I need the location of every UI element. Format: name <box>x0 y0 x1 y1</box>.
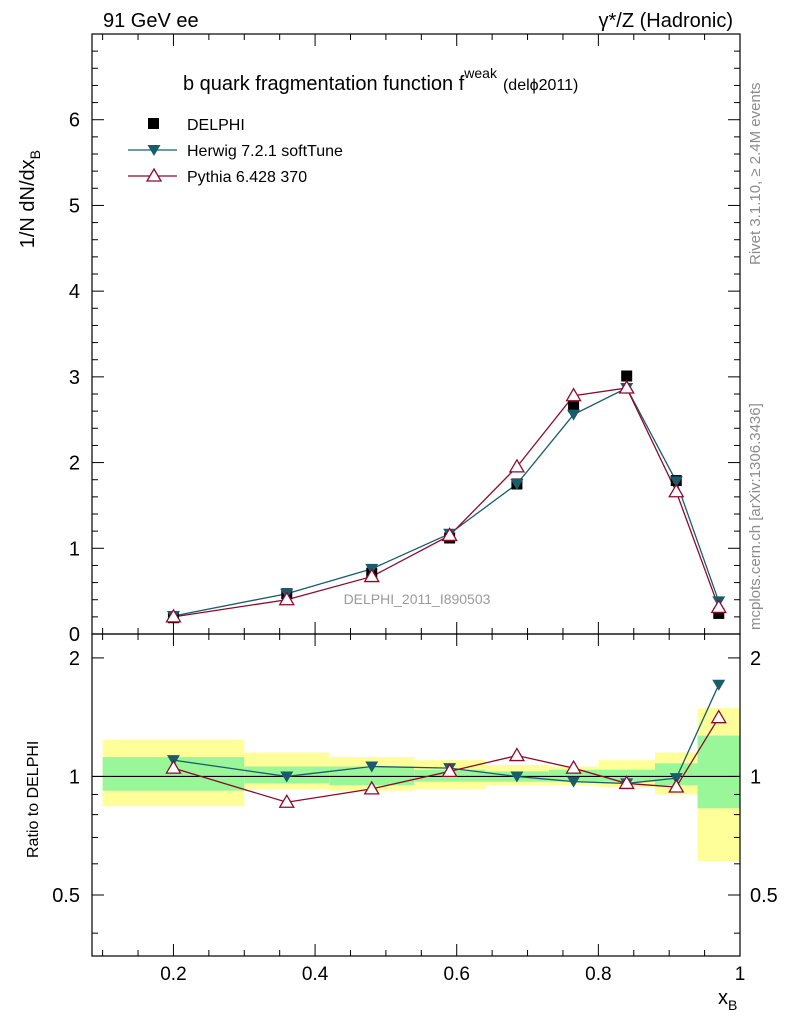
main-y-axis-label: 1/N dN/dxB <box>17 150 43 248</box>
y-tick-label: 5 <box>69 195 80 217</box>
main-panel: 0 1 2 3 4 5 6 <box>69 33 741 956</box>
data-point-delphi <box>621 370 633 382</box>
legend-marker-delphi <box>148 118 159 129</box>
ratio-point-pythia <box>165 759 182 774</box>
ratio-point-herwig <box>567 776 581 788</box>
chart-title: b quark fragmentation function fweak(del… <box>183 65 578 95</box>
analysis-watermark: DELPHI_2011_I890503 <box>344 591 491 607</box>
legend-label-pythia: Pythia 6.428 370 <box>187 169 307 186</box>
ratio-point-herwig <box>712 679 726 691</box>
ratio-point-pythia <box>278 793 295 808</box>
energy-label: 91 GeV ee <box>103 10 199 32</box>
data-point-delphi <box>568 401 580 413</box>
process-label: γ*/Z (Hadronic) <box>599 10 733 32</box>
legend-label-herwig: Herwig 7.2.1 softTune <box>187 143 343 160</box>
x-tick-label: 0.8 <box>585 964 611 985</box>
ratio-panel: 0.2 0.4 0.6 0.8 1 0.5 0.5 1 1 2 2 <box>52 633 778 985</box>
mcplots-label: mcplots.cern.ch [arXiv:1306.3436] <box>747 403 764 630</box>
data-point-pythia <box>710 599 727 614</box>
ratio-plot-frame <box>91 633 741 957</box>
legend: DELPHI Herwig 7.2.1 softTune Pythia 6.42… <box>128 117 343 186</box>
ratio-point-pythia <box>668 778 685 793</box>
ratio-y-tick-label: 1 <box>69 766 80 788</box>
data-point-herwig <box>510 479 524 490</box>
y-tick-label: 0 <box>69 624 80 646</box>
y-tick-label: 2 <box>69 453 80 475</box>
ratio-point-herwig <box>669 773 683 785</box>
data-point-herwig <box>669 476 683 488</box>
data-point-pythia <box>278 591 295 606</box>
x-axis-label: xB <box>718 987 737 1013</box>
ratio-point-herwig <box>280 771 294 783</box>
data-point-pythia <box>165 608 182 623</box>
ratio-y-axis-label: Ratio to DELPHI <box>25 741 42 858</box>
ratio-point-herwig <box>510 771 524 783</box>
x-tick-label: 0.6 <box>444 964 470 985</box>
y-tick-label: 3 <box>69 367 80 389</box>
x-tick-label: 0.2 <box>160 964 186 985</box>
legend-entry-delphi: DELPHI <box>148 117 245 134</box>
series-line-herwig <box>173 387 720 617</box>
ratio-y-tick-label-right: 1 <box>750 766 761 788</box>
series-line-pythia <box>173 387 720 618</box>
rivet-label: Rivet 3.1.10, ≥ 2.4M events <box>747 83 764 266</box>
x-tick-label: 1 <box>735 964 746 985</box>
ratio-y-tick-label: 2 <box>69 648 80 670</box>
y-tick-label: 4 <box>69 281 80 303</box>
ratio-point-pythia <box>618 775 635 790</box>
ratio-band-inner <box>697 735 740 809</box>
ratio-point-pythia <box>565 759 582 774</box>
legend-marker-pythia <box>145 167 163 182</box>
y-tick-label: 1 <box>69 538 80 560</box>
ratio-band-inner <box>548 769 599 782</box>
data-point-pythia <box>668 483 685 498</box>
ratio-point-pythia <box>441 763 458 778</box>
legend-marker-herwig <box>147 145 161 156</box>
data-point-pythia <box>363 568 380 583</box>
ratio-point-pythia <box>710 709 727 724</box>
legend-label-delphi: DELPHI <box>187 117 245 134</box>
data-point-pythia <box>508 458 526 473</box>
ratio-y-tick-label: 0.5 <box>52 885 80 907</box>
ratio-point-pythia <box>508 747 526 762</box>
data-point-pythia <box>565 387 582 402</box>
legend-entry-herwig: Herwig 7.2.1 softTune <box>128 143 343 160</box>
data-point-herwig <box>567 409 581 421</box>
data-point-pythia <box>618 379 635 394</box>
legend-entry-pythia: Pythia 6.428 370 <box>128 167 307 186</box>
ratio-point-herwig <box>365 761 379 773</box>
data-point-pythia <box>441 527 458 542</box>
ratio-y-tick-label-right: 2 <box>750 648 761 670</box>
x-tick-label: 0.4 <box>302 964 329 985</box>
data-point-delphi <box>713 607 725 619</box>
ratio-point-pythia <box>363 780 380 795</box>
ratio-y-tick-label-right: 0.5 <box>750 885 778 907</box>
y-tick-label: 6 <box>69 110 80 132</box>
